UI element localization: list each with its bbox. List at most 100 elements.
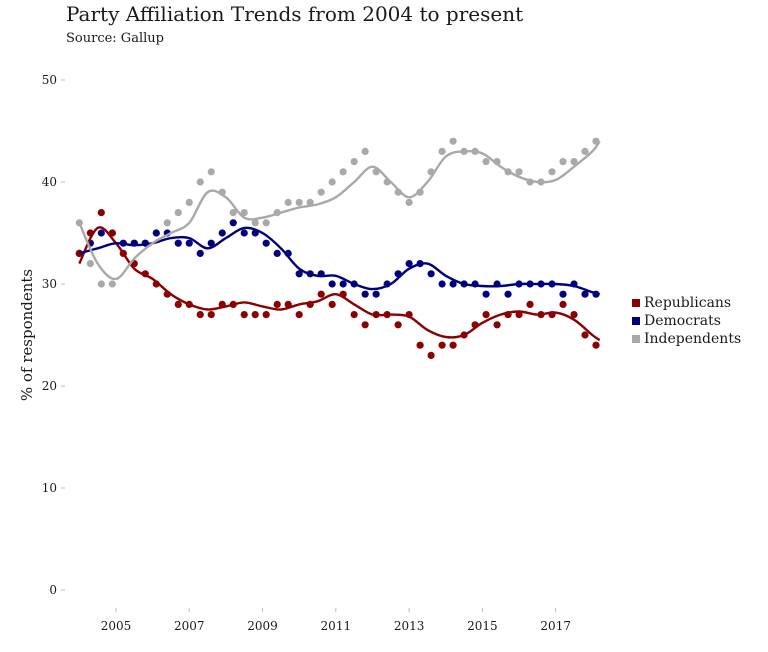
point-democrats — [240, 229, 248, 237]
point-republicans — [251, 311, 259, 319]
point-democrats — [581, 290, 589, 298]
point-democrats — [504, 290, 512, 298]
point-democrats — [185, 239, 193, 247]
point-republicans — [361, 321, 369, 329]
point-democrats — [361, 290, 369, 298]
trend-lines — [78, 140, 601, 342]
point-independents — [108, 280, 116, 288]
point-independents — [240, 209, 248, 217]
point-independents — [306, 198, 314, 206]
point-democrats — [229, 219, 237, 227]
point-independents — [207, 168, 215, 176]
y-tick-label: 40 — [42, 175, 57, 189]
y-tick-label: 30 — [42, 277, 57, 291]
point-republicans — [317, 290, 325, 298]
point-democrats — [174, 239, 182, 247]
point-independents — [328, 178, 336, 186]
point-republicans — [416, 341, 424, 349]
point-independents — [559, 158, 567, 166]
point-independents — [361, 147, 369, 155]
point-republicans — [262, 311, 270, 319]
point-democrats — [372, 290, 380, 298]
point-republicans — [438, 341, 446, 349]
point-democrats — [427, 270, 435, 278]
x-tick-label: 2017 — [540, 619, 571, 633]
point-democrats — [295, 270, 303, 278]
point-independents — [405, 198, 413, 206]
point-independents — [482, 158, 490, 166]
point-democrats — [482, 290, 490, 298]
trend-line-democrats — [78, 226, 600, 296]
point-democrats — [262, 239, 270, 247]
point-independents — [251, 219, 259, 227]
point-independents — [196, 178, 204, 186]
legend-swatch-republicans — [632, 299, 640, 307]
point-democrats — [152, 229, 160, 237]
chart-subtitle: Source: Gallup — [66, 31, 164, 46]
legend: Republicans Democrats Independents — [632, 294, 741, 348]
point-democrats — [438, 280, 446, 288]
trend-line-independents — [78, 140, 601, 281]
point-independents — [185, 198, 193, 206]
point-democrats — [97, 229, 105, 237]
point-democrats — [559, 290, 567, 298]
point-independents — [295, 198, 303, 206]
point-independents — [438, 147, 446, 155]
point-independents — [581, 147, 589, 155]
y-tick-label: 20 — [42, 379, 57, 393]
point-republicans — [350, 311, 358, 319]
trend-line-republicans — [78, 226, 601, 342]
point-republicans — [449, 341, 457, 349]
point-independents — [284, 198, 292, 206]
x-tick-label: 2013 — [394, 619, 425, 633]
data-points — [75, 137, 600, 359]
legend-label-independents: Independents — [644, 331, 742, 347]
y-axis-label: % of respondents — [18, 269, 36, 401]
x-tick-label: 2007 — [174, 619, 205, 633]
point-democrats — [196, 249, 204, 257]
point-republicans — [207, 311, 215, 319]
point-independents — [97, 280, 105, 288]
legend-swatch-independents — [632, 335, 640, 343]
point-republicans — [328, 300, 336, 308]
x-axis: 2005 2007 2009 2011 2013 2015 2017 — [101, 608, 571, 633]
point-independents — [515, 168, 523, 176]
point-independents — [262, 219, 270, 227]
point-independents — [229, 209, 237, 217]
legend-label-republicans: Republicans — [644, 295, 732, 311]
point-republicans — [174, 300, 182, 308]
x-tick-label: 2015 — [467, 619, 498, 633]
point-republicans — [526, 300, 534, 308]
point-republicans — [394, 321, 402, 329]
point-democrats — [339, 280, 347, 288]
legend-item-independents: Independents — [632, 330, 741, 348]
point-democrats — [449, 280, 457, 288]
point-republicans — [196, 311, 204, 319]
point-republicans — [559, 300, 567, 308]
point-republicans — [240, 311, 248, 319]
point-independents — [317, 188, 325, 196]
x-tick-label: 2009 — [247, 619, 278, 633]
x-tick-label: 2005 — [101, 619, 132, 633]
legend-item-democrats: Democrats — [632, 312, 741, 330]
point-democrats — [218, 229, 226, 237]
point-republicans — [273, 300, 281, 308]
point-democrats — [405, 260, 413, 268]
point-republicans — [482, 311, 490, 319]
legend-label-democrats: Democrats — [644, 313, 721, 329]
point-republicans — [295, 311, 303, 319]
legend-swatch-democrats — [632, 317, 640, 325]
point-independents — [570, 158, 578, 166]
point-republicans — [592, 341, 600, 349]
point-independents — [174, 209, 182, 217]
legend-item-republicans: Republicans — [632, 294, 741, 312]
point-independents — [163, 219, 171, 227]
y-tick-label: 10 — [42, 481, 57, 495]
point-independents — [548, 168, 556, 176]
point-independents — [86, 260, 94, 268]
point-independents — [339, 168, 347, 176]
chart-title: Party Affiliation Trends from 2004 to pr… — [66, 2, 524, 26]
y-axis: 0 10 20 30 40 50 — [42, 73, 65, 597]
point-republicans — [570, 311, 578, 319]
